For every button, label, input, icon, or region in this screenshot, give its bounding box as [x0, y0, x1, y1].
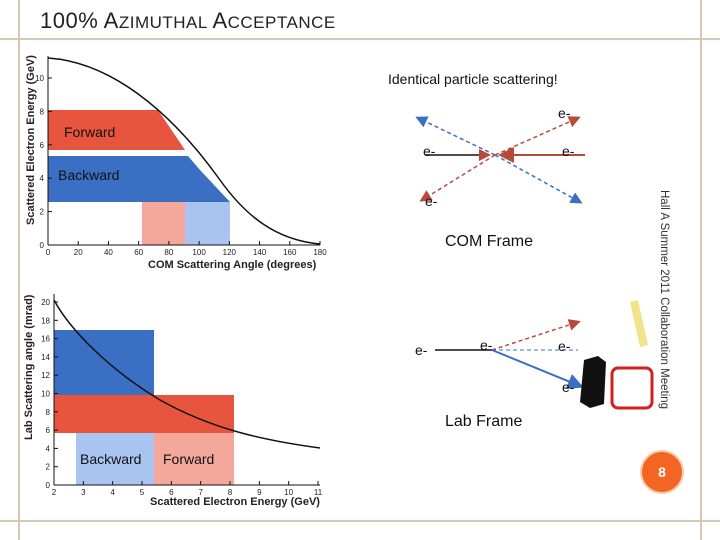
bottom-backward-label: Backward	[80, 451, 141, 467]
bottom-forward-label: Forward	[163, 451, 214, 467]
title-part-4: CCEPTANCE	[227, 13, 336, 32]
bottom-y-tick-label: 0	[46, 481, 51, 490]
lab-frame-label: Lab Frame	[445, 413, 522, 430]
top-light-red-region	[142, 202, 185, 245]
lab-electron-label-3: e-	[558, 338, 571, 354]
title-part-3: A	[212, 8, 228, 33]
top-x-tick-label: 20	[74, 248, 83, 257]
top-forward-region-tail	[138, 110, 185, 150]
com-electron-label-3: e-	[562, 143, 575, 159]
right-border-line	[700, 0, 702, 540]
com-frame-label: COM Frame	[445, 233, 533, 250]
top-x-tick-label: 0	[46, 248, 51, 257]
bottom-x-tick-label: 3	[81, 488, 86, 497]
lab-diagram: e- e- e- e- Lab Frame	[415, 300, 654, 430]
bottom-ylabel: Lab Scattering angle (mrad)	[23, 294, 35, 440]
bottom-x-tick-label: 5	[140, 488, 145, 497]
top-x-tick-label: 60	[134, 248, 143, 257]
top-x-tick-label: 140	[253, 248, 267, 257]
bottom-border-line	[0, 520, 720, 522]
top-x-tick-label: 180	[313, 248, 327, 257]
bottom-forward-region	[54, 395, 234, 433]
bottom-x-tick-label: 2	[52, 488, 57, 497]
slide-title: 100% AZIMUTHAL ACCEPTANCE	[40, 8, 336, 34]
top-y-tick-label: 4	[40, 174, 45, 183]
bottom-x-tick-label: 10	[284, 488, 293, 497]
top-backward-label: Backward	[58, 167, 119, 183]
bottom-y-tick-label: 14	[41, 353, 50, 362]
com-out-upright-arrow	[494, 116, 581, 156]
top-x-tick-label: 40	[104, 248, 113, 257]
left-border-line	[18, 0, 20, 540]
page-number-badge: 8	[642, 452, 682, 492]
collaboration-side-text: Hall A Summer 2011 Collaboration Meeting	[658, 190, 670, 410]
bottom-light-blue-region	[76, 433, 154, 485]
com-out-upleft-arrow	[415, 116, 496, 156]
top-light-blue-region	[185, 202, 230, 245]
detector-block	[580, 356, 606, 408]
bottom-x-tick-label: 4	[110, 488, 115, 497]
top-energy-curve	[47, 57, 321, 245]
bottom-angle-curve	[53, 299, 321, 449]
top-y-tick-label: 10	[35, 74, 44, 83]
top-x-tick-label: 80	[164, 248, 173, 257]
top-y-tick-label: 2	[40, 208, 45, 217]
top-plot: 0 2 4 6 8 10 0 20 40 60 80 100 120 140 160 180 Scatter…	[25, 55, 327, 271]
bottom-y-tick-label: 18	[41, 316, 50, 325]
bottom-x-tick-label: 8	[228, 488, 233, 497]
bottom-y-tick-label: 12	[41, 371, 50, 380]
bottom-y-tick-label: 16	[41, 335, 50, 344]
title-part-2: ZIMUTHAL	[118, 13, 213, 32]
com-electron-label-1: e-	[558, 105, 571, 121]
title-part-1: 100% A	[40, 8, 119, 33]
lab-out-down-arrow	[491, 349, 584, 389]
yellow-detector-bar	[630, 300, 648, 347]
com-out-downleft-arrow	[419, 154, 496, 202]
top-x-tick-label: 100	[192, 248, 206, 257]
top-y-tick-label: 6	[40, 141, 45, 150]
top-y-tick-label: 0	[40, 241, 45, 250]
top-xlabel: COM Scattering Angle (degrees)	[148, 259, 317, 271]
com-diagram: Identical particle scattering! e- e- e- …	[388, 71, 585, 250]
top-forward-label: Forward	[64, 124, 115, 140]
lab-out-up-arrow	[491, 319, 581, 351]
bottom-y-tick-label: 2	[46, 463, 51, 472]
bottom-x-tick-label: 11	[314, 488, 323, 497]
lab-electron-label-4: e-	[562, 379, 575, 395]
bottom-y-tick-label: 6	[46, 426, 51, 435]
top-x-tick-label: 160	[283, 248, 297, 257]
bottom-y-tick-label: 4	[46, 444, 51, 453]
top-border-line	[0, 38, 720, 40]
top-backward-region-tail	[188, 156, 230, 202]
headline: Identical particle scattering!	[388, 71, 558, 87]
bottom-y-tick-label: 8	[46, 408, 51, 417]
bottom-y-tick-label: 10	[41, 390, 50, 399]
bottom-x-tick-label: 6	[169, 488, 174, 497]
top-y-tick-label: 8	[40, 107, 45, 116]
top-ylabel: Scattered Electron Energy (GeV)	[25, 55, 37, 225]
bottom-x-tick-label: 7	[198, 488, 203, 497]
lab-electron-label-1: e-	[415, 342, 428, 358]
top-backward-region	[48, 156, 188, 202]
bottom-light-red-region	[154, 433, 234, 485]
com-electron-label-2: e-	[423, 143, 436, 159]
top-forward-region	[48, 110, 138, 150]
com-out-downright-arrow	[494, 154, 583, 204]
bottom-xlabel: Scattered Electron Energy (GeV)	[150, 496, 320, 508]
bottom-x-tick-label: 9	[257, 488, 262, 497]
bottom-y-tick-label: 20	[41, 298, 50, 307]
top-x-tick-label: 120	[223, 248, 237, 257]
lab-electron-label-2: e-	[480, 337, 493, 353]
red-detector-box	[610, 366, 654, 410]
com-electron-label-4: e-	[425, 193, 438, 209]
